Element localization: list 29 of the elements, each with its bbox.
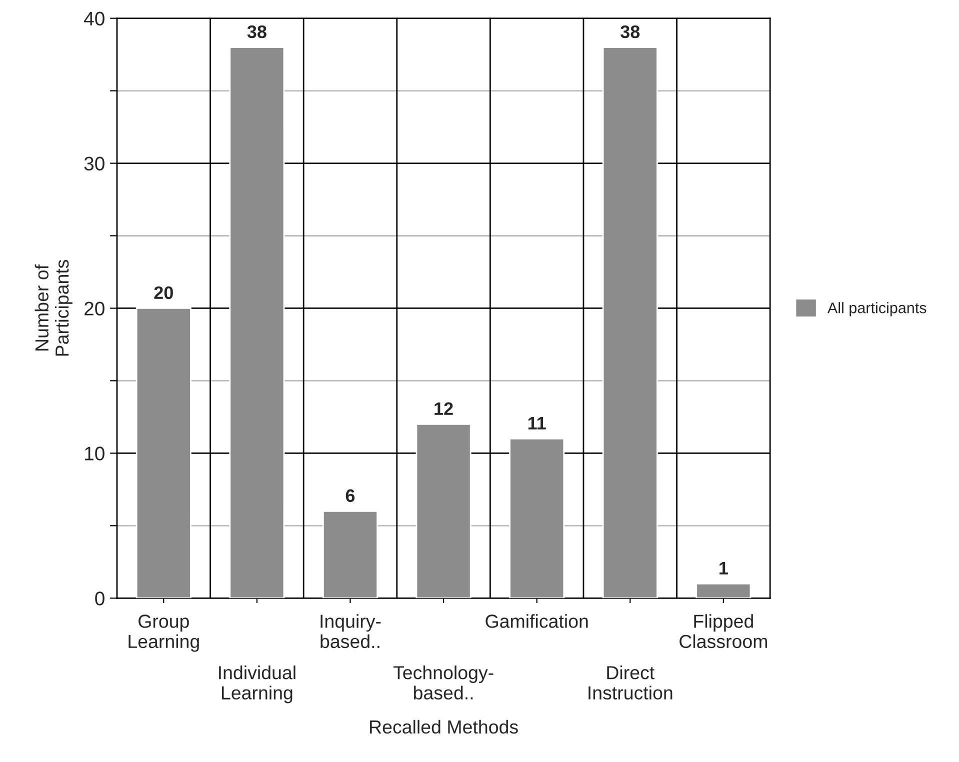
bar: [229, 46, 285, 598]
x-tick-label: Gamification: [486, 614, 588, 628]
x-tick-label: Individual Learning: [219, 666, 296, 704]
legend-label: All participants: [827, 302, 926, 316]
data-label: 1: [720, 562, 728, 574]
data-label: 6: [346, 489, 355, 502]
y-tick-label: 20: [84, 302, 104, 316]
x-tick-label: Technology- based..: [393, 666, 494, 700]
data-label: 11: [528, 416, 546, 430]
y-tick-label: 30: [84, 156, 104, 170]
bar: [509, 438, 565, 598]
x-tick-label: Direct Instruction: [588, 666, 672, 700]
x-tick-label: Group Learning: [128, 614, 199, 652]
data-label: 38: [247, 25, 266, 38]
x-tick-label: Inquiry- based..: [320, 614, 381, 648]
x-axis-title: Recalled Methods: [370, 720, 518, 734]
data-label: 20: [154, 286, 173, 300]
bar: [416, 424, 472, 598]
y-tick-label: 0: [95, 592, 104, 606]
bar: [136, 308, 192, 598]
y-tick-label: 10: [85, 446, 104, 460]
data-label: 38: [620, 25, 640, 38]
bar: [322, 510, 378, 598]
y-tick-label: 40: [84, 12, 104, 26]
bar: [602, 46, 658, 598]
y-axis-title: Number of Participants: [34, 260, 72, 356]
bar: [696, 582, 752, 598]
data-label: 12: [434, 402, 453, 415]
x-tick-label: Flipped Classroom: [680, 614, 767, 648]
